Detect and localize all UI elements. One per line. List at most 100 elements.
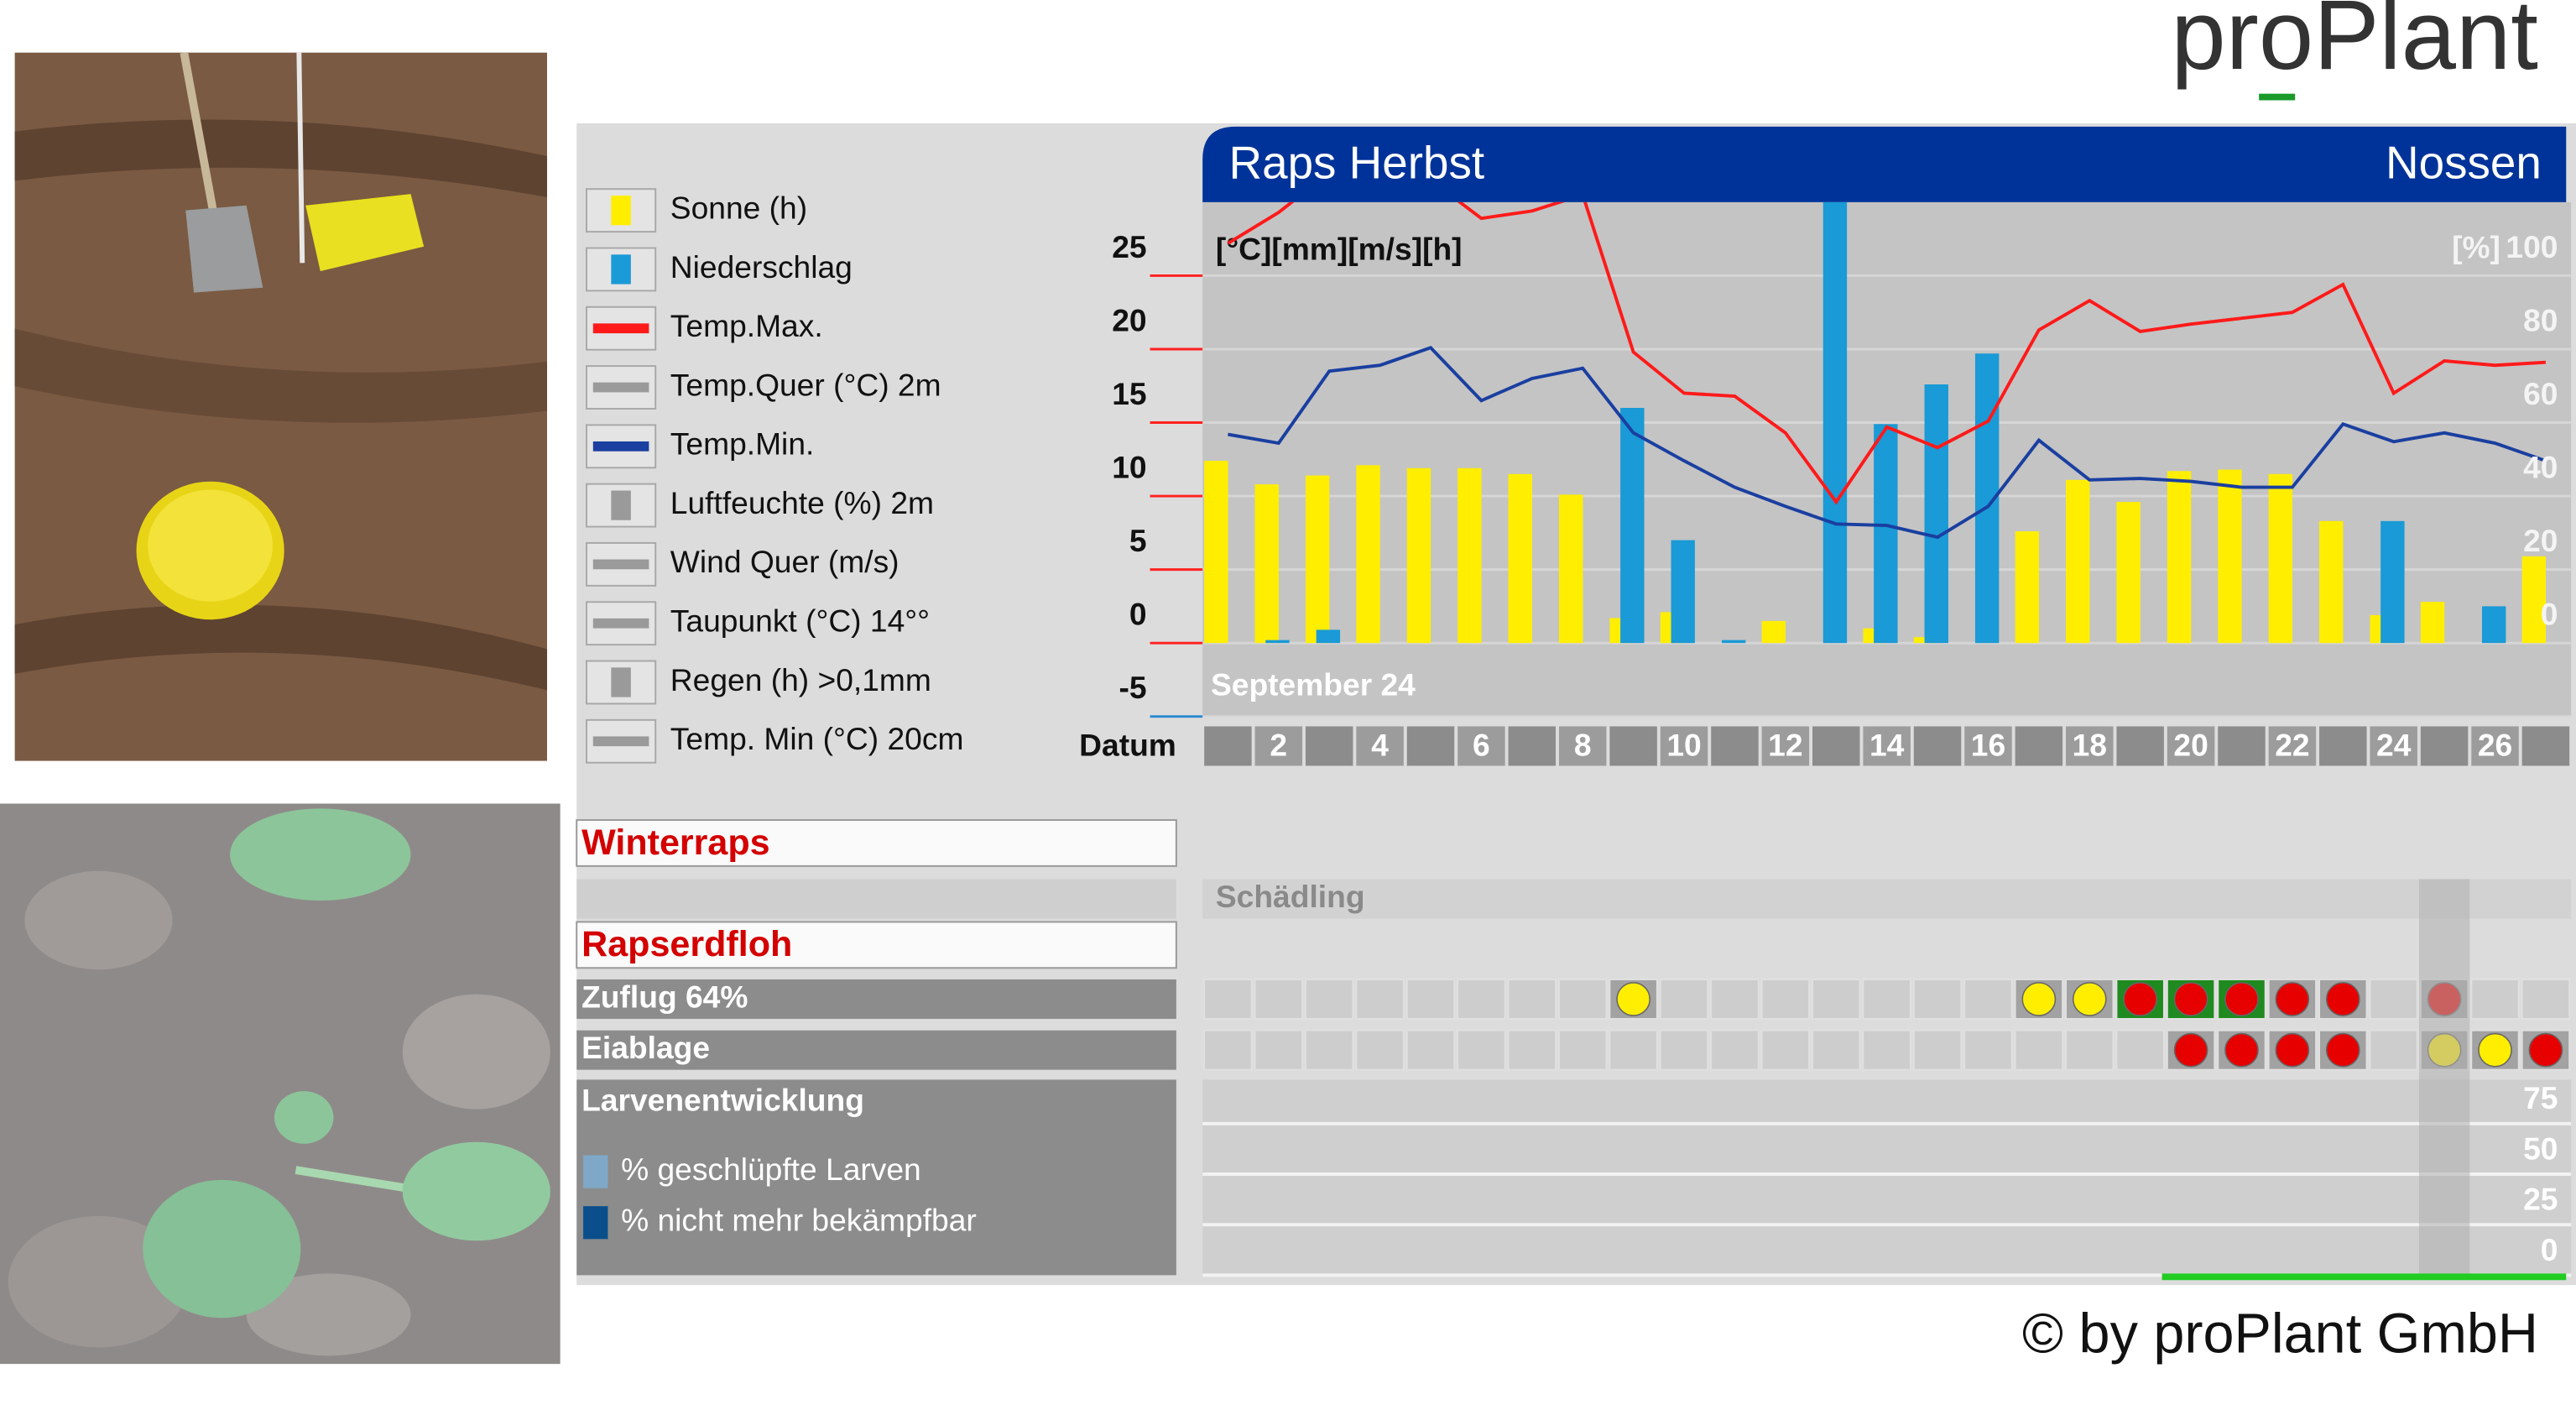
matrix-cell [1760,978,1811,1020]
date-cell [2370,726,2417,766]
pest-header-bar [1202,879,2572,919]
risk-dot [2528,1032,2563,1068]
crop-box [576,819,1177,867]
date-cell [1609,726,1657,766]
spade-blade [185,205,263,293]
y-axis-label: [°C][mm][m/s][h] [1216,231,1463,266]
y2-tick-label: 40 [2523,450,2558,485]
matrix-cell [1405,1029,1456,1071]
legend-label: Temp.Quer (°C) 2m [670,367,941,402]
bar [2268,473,2293,644]
matrix-cell [1558,1029,1608,1071]
bar [1457,467,1482,644]
leaf [143,1179,301,1319]
x-tick-label: 2 [1270,728,1287,763]
bar [1356,465,1380,644]
matrix-cell [2521,978,2571,1020]
date-cell [1457,726,1505,766]
bar [2521,556,2547,644]
matrix-cell [1254,978,1304,1020]
risk-dot [2123,982,2158,1016]
y2-tick-label: 60 [2523,376,2558,411]
date-cell [2420,726,2469,766]
risk-dot [1616,982,1650,1016]
matrix-cell [1609,1029,1658,1071]
matrix-cell [1659,978,1709,1020]
risk-dot [2325,982,2360,1016]
x-tick-label: 18 [2073,728,2107,763]
bar [1316,629,1341,644]
bar [1874,424,1898,644]
matrix-cell [1862,978,1911,1020]
legend-label: Luftfeuchte (%) 2m [670,485,934,520]
y-tick-label: 25 [1112,229,1146,264]
matrix-cell [1507,978,1557,1020]
date-cell [1660,726,1708,766]
header-bar [1202,126,2567,202]
x-tick-label: 8 [1574,728,1592,763]
logo-accent [2259,93,2296,101]
legend-swatch [611,667,631,697]
yellow-card [305,194,425,272]
legend-label: Regen (h) >0,1mm [670,662,931,697]
legend-swatch [583,1206,608,1240]
bar [2319,520,2344,644]
bar [2420,602,2445,644]
date-cell [1356,726,1404,766]
furrow [14,604,547,691]
plot [1202,201,2572,717]
date-cell [1812,726,1860,766]
bar [1305,475,1330,644]
matrix-cell [1457,1029,1506,1071]
y-tick-label: 50 [2523,1131,2558,1166]
date-cell [1254,726,1303,766]
legend-label: Taupunkt (°C) 14°° [670,603,930,639]
legend-label: Niederschlag [670,249,853,285]
x-tick-label: 20 [2173,728,2208,763]
risk-dot [2021,982,2057,1016]
lower-chart: 0 25 50 75 Zuflug 64% Eiablage Larvenentwicklu… [576,879,2572,1277]
date-cell [1204,726,1252,766]
bar [1558,494,1583,644]
line [1228,345,2547,540]
row-label-bar [576,1030,1176,1070]
date-cell [1761,726,1810,766]
leaf [230,808,411,901]
matrix-cell [1812,978,1861,1020]
row-label: Zuflug 64% [581,979,748,1014]
y-tick-label: 75 [2523,1080,2558,1115]
matrix-cell [1812,1029,1861,1071]
matrix-cell [2115,1029,2165,1071]
y2-tick-label: 20 [2523,523,2558,558]
date-cell [2521,726,2570,766]
date-cell [1406,726,1455,766]
matrix-cell [1862,1029,1911,1071]
date-cell [2268,726,2317,766]
row-label: Larvenentwicklung [581,1083,864,1118]
matrix-cell [1558,978,1608,1020]
matrix-cell [2369,978,2418,1020]
furrow [14,328,547,423]
legend-label: Temp.Max. [670,308,823,343]
y-tick-label: 0 [2541,1232,2558,1267]
y-tick-label: 5 [1129,523,1147,558]
y-tick-label: 10 [1112,450,1146,485]
bar [1265,640,1290,644]
leaf [402,1141,550,1241]
matrix-cell [1963,978,2013,1020]
risk-dot [2224,982,2259,1016]
photo-soil [14,51,547,761]
location: Nossen [2386,136,2542,188]
legend-swatch [583,1155,608,1188]
bar [1924,384,1948,644]
y2-tick-label: 80 [2523,302,2558,337]
pest-header: Schädling [1216,879,1365,914]
line [1227,201,2547,505]
x-tick-label: 26 [2478,728,2512,763]
stick [296,52,305,264]
legend-label: Temp.Min. [670,426,815,462]
x-axis-label: Datum [1079,728,1176,763]
legend-label: % geschlüpfte Larven [621,1152,921,1187]
date-cell [2167,726,2215,766]
